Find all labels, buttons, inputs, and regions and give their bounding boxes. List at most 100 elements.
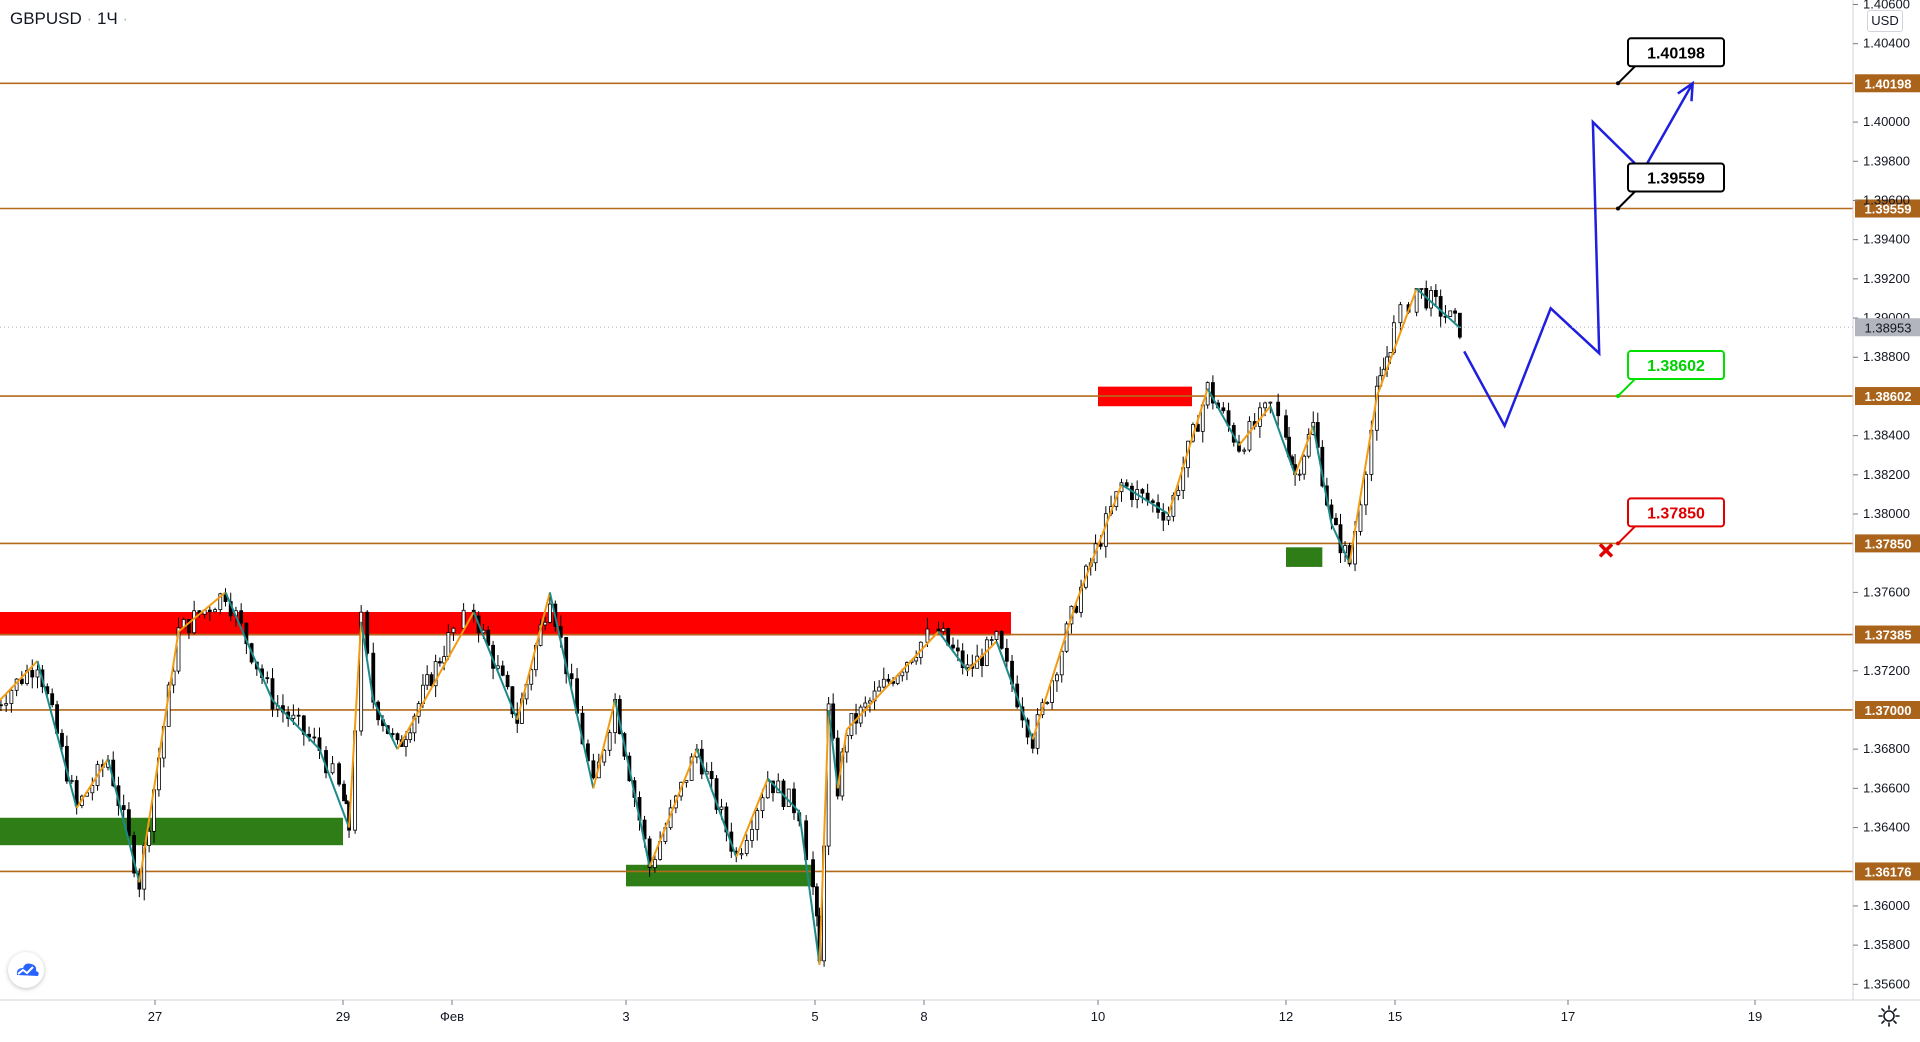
zigzag-segment-20 [695, 748, 738, 858]
support-zone-1 [0, 817, 343, 846]
candle-body [446, 632, 451, 657]
candle-body [1263, 402, 1268, 409]
candle-body [244, 622, 249, 645]
candle-body [1433, 290, 1438, 297]
candle-body [390, 733, 395, 735]
candle-body [647, 838, 652, 868]
level-label-2: 1.38602 [1865, 389, 1912, 404]
candle-body [1166, 515, 1171, 521]
zigzag-segment-21 [735, 778, 769, 858]
candle-body [689, 756, 694, 781]
candle-body [239, 610, 244, 624]
candle-body [936, 628, 941, 632]
currency-label[interactable]: USD [1867, 10, 1903, 32]
zigzag-segment-27 [846, 630, 940, 731]
y-tick-label-5: 1.39400 [1863, 232, 1910, 247]
candle-body [1419, 287, 1424, 290]
zigzag-segment-40 [1330, 523, 1351, 564]
candle-body [925, 628, 930, 643]
candle-body [999, 631, 1004, 649]
candle-body [744, 840, 749, 854]
candle-body [412, 715, 417, 734]
zigzag-segment-12 [396, 611, 475, 750]
y-tick-label-2: 1.40000 [1863, 114, 1910, 129]
zigzag-segment-14 [516, 592, 551, 721]
candle-body [1176, 489, 1181, 496]
candle-body [1221, 407, 1226, 412]
gear-icon[interactable] [1876, 1003, 1902, 1029]
symbol-title[interactable]: GBPUSD · 1Ч · [10, 9, 128, 29]
candle-body [714, 778, 719, 810]
zigzag-segment-39 [1312, 425, 1333, 524]
candle-body [1297, 473, 1302, 476]
candle-body [192, 610, 197, 634]
zigzag-segment-18 [614, 699, 651, 867]
support-zone-4 [1286, 547, 1323, 567]
candle-body [739, 853, 744, 856]
zigzag-segment-6 [224, 591, 274, 701]
zigzag-segment-19 [648, 748, 698, 868]
candle-body [1429, 290, 1433, 309]
level-label-bg-5 [1855, 700, 1920, 719]
candle-body [344, 800, 349, 805]
candle-body [187, 619, 191, 634]
zigzag-segment-28 [937, 630, 969, 672]
y-tick-label-11: 1.38000 [1863, 506, 1910, 521]
y-tick-label-10: 1.38200 [1863, 467, 1910, 482]
candle-body [960, 650, 965, 669]
x-tick-label-8: 15 [1388, 1009, 1402, 1024]
zigzag-segment-11 [372, 699, 399, 750]
candle-body [265, 677, 270, 680]
level-label-5: 1.37000 [1865, 703, 1912, 718]
candle-body [461, 609, 466, 629]
candle-body [607, 732, 612, 751]
y-tick-label-12: 1.37600 [1863, 584, 1910, 599]
y-tick-label-8: 1.38800 [1863, 349, 1910, 364]
interval[interactable]: 1Ч [96, 9, 118, 28]
price-callouts: 1.40198 1.39559 1.38602 1.37850 [1598, 37, 1725, 558]
candle-body [1276, 401, 1281, 417]
level-label-4: 1.37385 [1865, 628, 1912, 643]
candle-body [1055, 674, 1059, 682]
candle-body [886, 678, 891, 682]
zigzag-indicator [0, 287, 1461, 965]
candle-body [395, 733, 400, 741]
callout-label-1: 1.39559 [1647, 171, 1705, 188]
projection-arrowhead [1677, 80, 1695, 102]
zigzag-segment-23 [798, 811, 821, 965]
candle-body [877, 686, 882, 692]
candle-body [1334, 517, 1338, 526]
y-tick-label-9: 1.38400 [1863, 428, 1910, 443]
candle-body [1247, 421, 1252, 451]
zigzag-segment-42 [1375, 288, 1418, 397]
zigzag-segment-31 [1031, 601, 1078, 740]
callout-label-2: 1.38602 [1647, 358, 1705, 375]
y-tick-label-19: 1.35600 [1863, 976, 1910, 991]
zones [0, 386, 1323, 887]
callout-anchor-0 [1616, 81, 1620, 86]
callout-pointer-2 [1617, 377, 1637, 397]
candle-body [312, 736, 317, 739]
callout-box-0 [1627, 37, 1725, 68]
candle-body [433, 661, 438, 687]
zigzag-segment-10 [360, 621, 375, 701]
candle-body [330, 763, 335, 774]
candle-body [408, 732, 413, 741]
tradingview-cloud-icon[interactable] [8, 952, 44, 988]
candle-body [1237, 441, 1241, 452]
callout-anchor-3 [1616, 541, 1620, 546]
candle-body [1302, 455, 1307, 475]
zigzag-segment-5 [177, 591, 227, 633]
candle-body [1140, 489, 1145, 494]
candle-body [831, 703, 836, 739]
candle-body [792, 788, 796, 814]
resistance-zone-0 [0, 611, 1011, 636]
y-tick-label-17: 1.36000 [1863, 898, 1910, 913]
candle-body [989, 639, 994, 641]
candle-body [1358, 504, 1363, 532]
zigzag-segment-25 [827, 709, 839, 789]
level-label-1: 1.39559 [1865, 202, 1912, 217]
y-tick-label-16: 1.36400 [1863, 820, 1910, 835]
level-label-0: 1.40198 [1865, 76, 1912, 91]
